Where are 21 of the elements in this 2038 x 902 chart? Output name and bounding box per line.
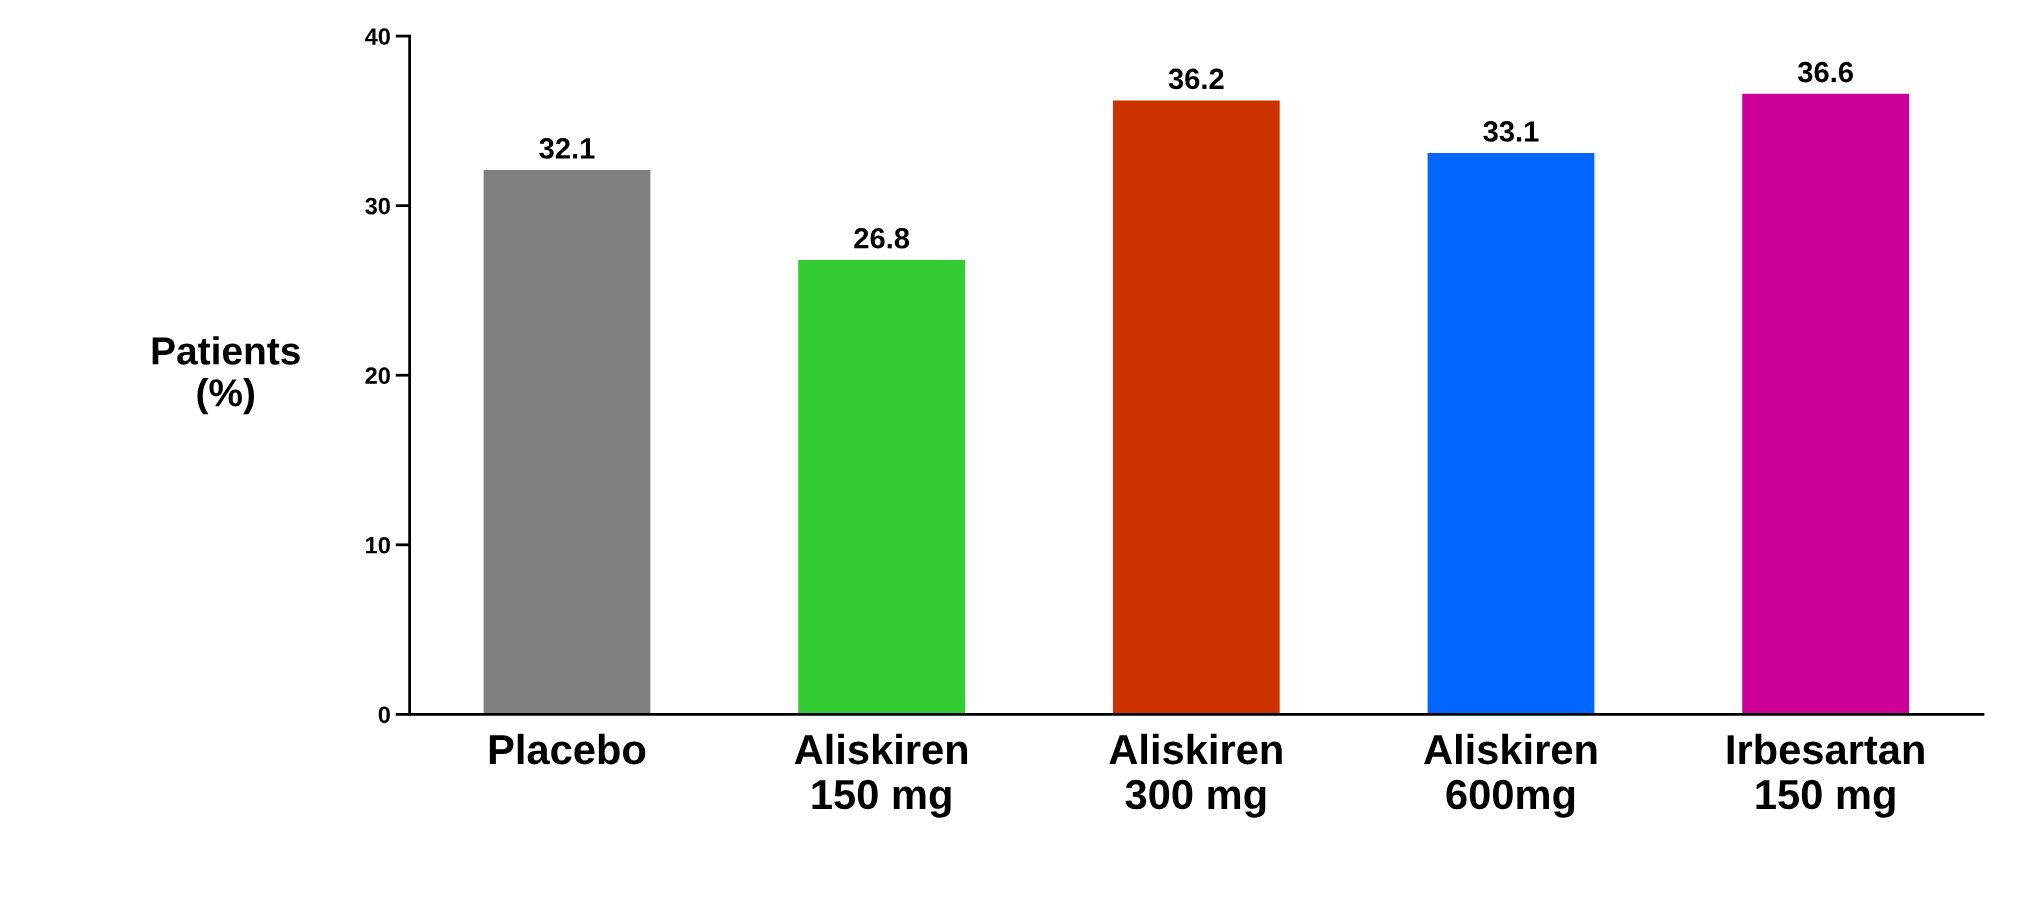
y-tick-label: 0 xyxy=(378,706,390,724)
y-tick-label: 40 xyxy=(364,28,390,45)
x-tick-label: Aliskiren 300 mg xyxy=(1109,733,1282,818)
bar xyxy=(1742,93,1910,715)
data-label: 33.1 xyxy=(1483,121,1539,142)
x-tick-label: Placebo xyxy=(489,733,646,765)
x-tick-label: Aliskiren 600mg xyxy=(1424,733,1597,818)
x-tick-label: Aliskiren 150 mg xyxy=(794,733,968,818)
y-tick-label: 30 xyxy=(365,197,390,215)
data-label: 36.6 xyxy=(1797,61,1853,83)
data-label: 32.1 xyxy=(539,138,595,159)
data-label: 36.2 xyxy=(1168,68,1224,90)
bar xyxy=(798,259,966,715)
x-tick-label: Irbesartan 150 mg xyxy=(1727,733,1924,818)
y-axis-title: Patients (%) xyxy=(152,336,300,415)
bar xyxy=(1427,153,1595,715)
data-label: 26.8 xyxy=(854,227,910,249)
y-tick-label: 10 xyxy=(366,536,390,554)
bar xyxy=(1112,100,1280,715)
y-tick-label: 20 xyxy=(365,367,390,385)
bar xyxy=(483,170,651,715)
